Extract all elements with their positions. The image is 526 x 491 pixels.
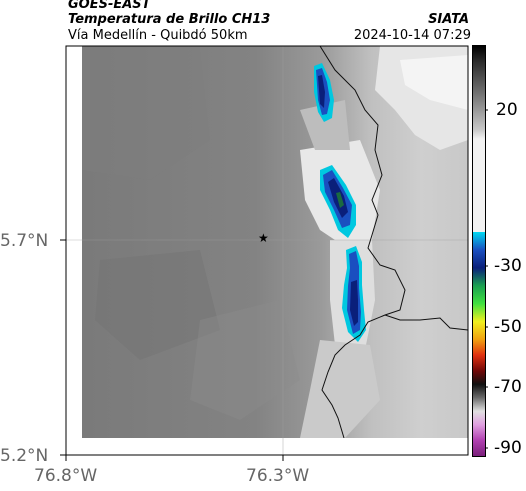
agency-label: SIATA [428,12,469,27]
x-tick-label-76-3W: 76.3°W [246,466,310,486]
y-tick-label-5-7N: 5.7°N [0,231,49,251]
colorbar-tick-minus30: -30 [494,256,522,276]
product-title: Temperatura de Brillo CH13 [68,12,271,27]
colorbar [472,45,488,457]
y-tick-label-5-2N: 5.2°N [0,446,49,466]
location-marker: ★ [258,231,269,245]
colorbar-tick-minus70: -70 [494,377,522,397]
cold-cloud-cells [314,63,366,342]
colorbar-tick-minus90: -90 [494,438,522,458]
colorbar-tick-minus50: -50 [494,317,522,337]
country-boundaries [319,46,468,438]
satellite-title: GOES-EAST [68,0,151,12]
region-subtitle: Vía Medellín - Quibdó 50km [68,28,248,43]
map-frame [65,45,469,456]
colorbar-tick-20: 20 [496,100,518,120]
datetime-label: 2024-10-14 07:29 [353,28,471,43]
x-tick-label-76-8W: 76.8°W [34,466,98,486]
brightness-field [82,46,468,438]
axis-ticks [60,239,284,461]
graticule [66,46,468,455]
